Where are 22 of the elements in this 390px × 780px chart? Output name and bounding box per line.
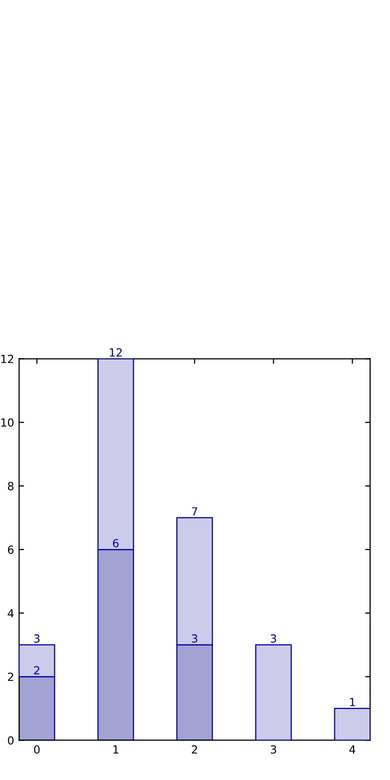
data-label: 6 xyxy=(112,538,119,548)
total-label: 3 xyxy=(270,634,276,643)
total-label: 12 xyxy=(110,348,122,356)
y-tick-label: 2 xyxy=(8,672,14,681)
x-tick-label: 1 xyxy=(113,745,118,754)
total-label: 3 xyxy=(34,634,40,643)
y-tick-label: 0 xyxy=(8,736,14,745)
y-tick-label: 6 xyxy=(8,545,14,554)
data-label: 3 xyxy=(192,634,198,643)
y-tick-label: 12 xyxy=(1,354,14,364)
y-tick-label: 4 xyxy=(8,609,14,618)
total-label: 7 xyxy=(192,507,198,516)
bar xyxy=(255,644,292,740)
total-label: 1 xyxy=(350,698,355,706)
y-tick-label: 10 xyxy=(1,418,14,427)
x-tick-label: 4 xyxy=(349,745,356,754)
x-tick-label: 3 xyxy=(270,745,276,754)
y-tick-label: 8 xyxy=(8,482,14,490)
bar xyxy=(334,708,370,740)
data-label: 2 xyxy=(34,666,40,674)
x-tick-label: 0 xyxy=(34,745,40,754)
x-tick-label: 2 xyxy=(192,745,198,754)
